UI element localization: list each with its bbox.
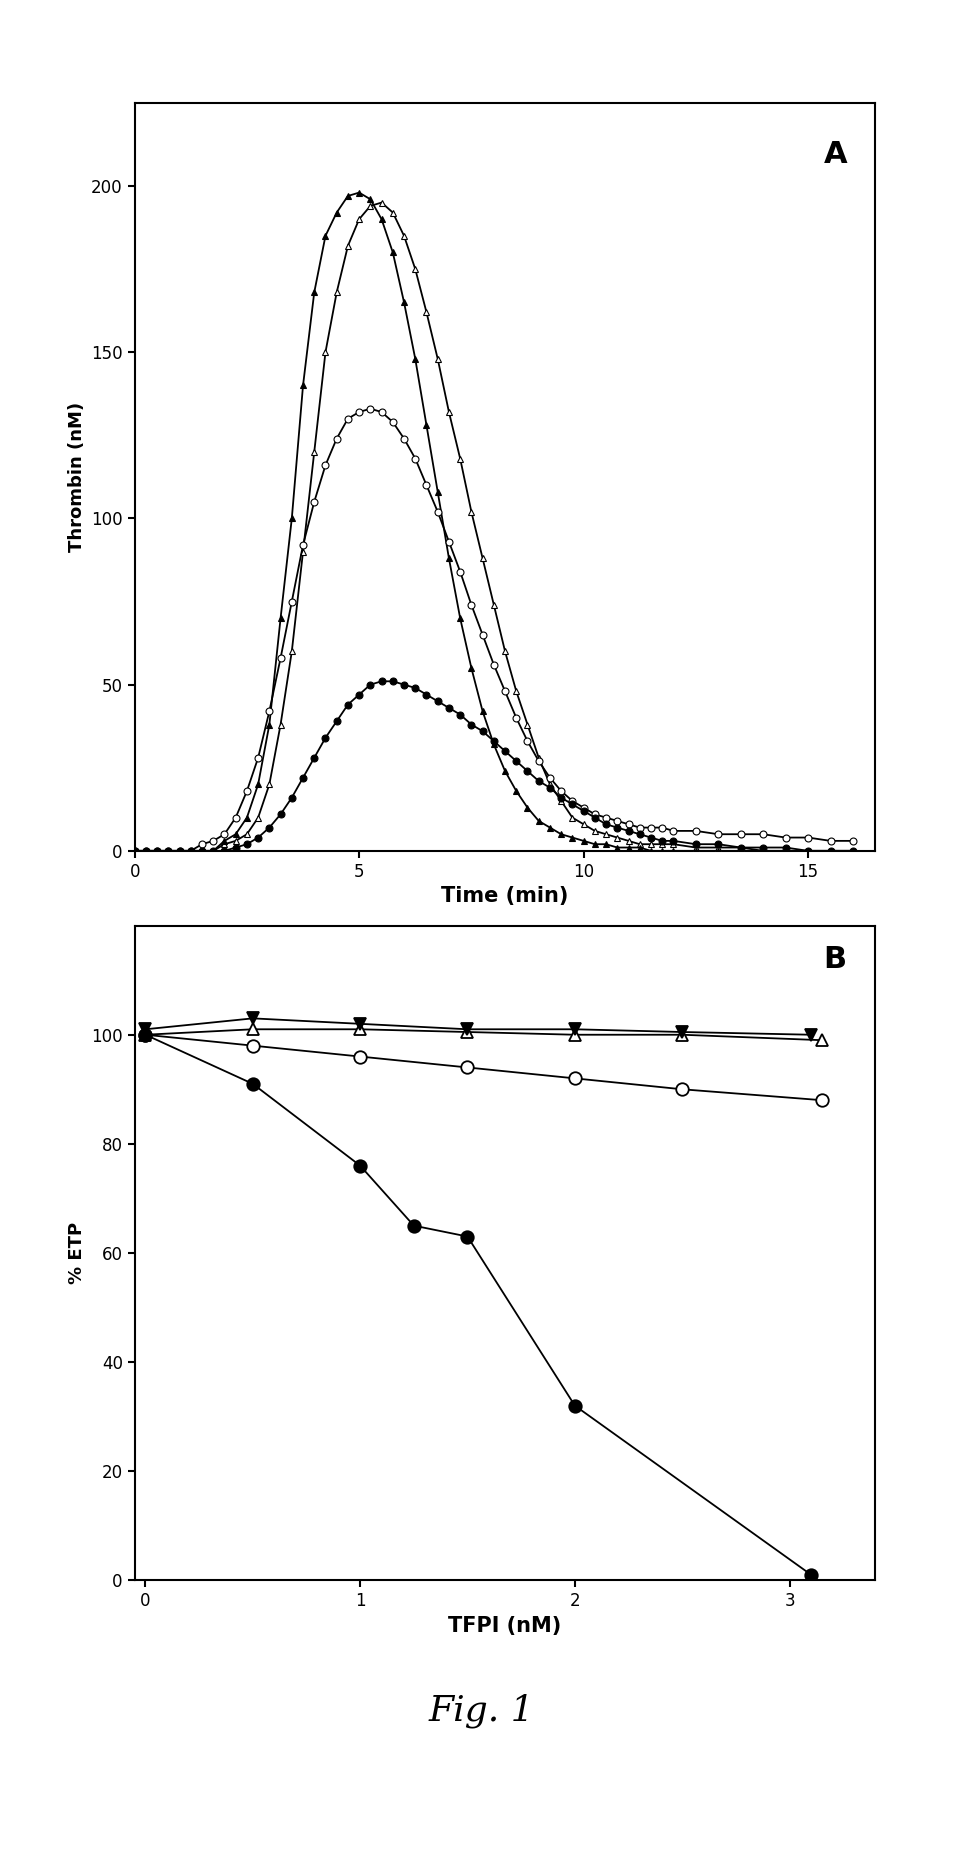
Text: A: A [823, 140, 847, 170]
Text: Fig. 1: Fig. 1 [428, 1694, 533, 1728]
X-axis label: Time (min): Time (min) [441, 886, 568, 907]
Y-axis label: Thrombin (nM): Thrombin (nM) [67, 402, 86, 552]
Text: B: B [823, 944, 846, 974]
X-axis label: TFPI (nM): TFPI (nM) [448, 1616, 561, 1636]
Y-axis label: % ETP: % ETP [67, 1221, 86, 1285]
